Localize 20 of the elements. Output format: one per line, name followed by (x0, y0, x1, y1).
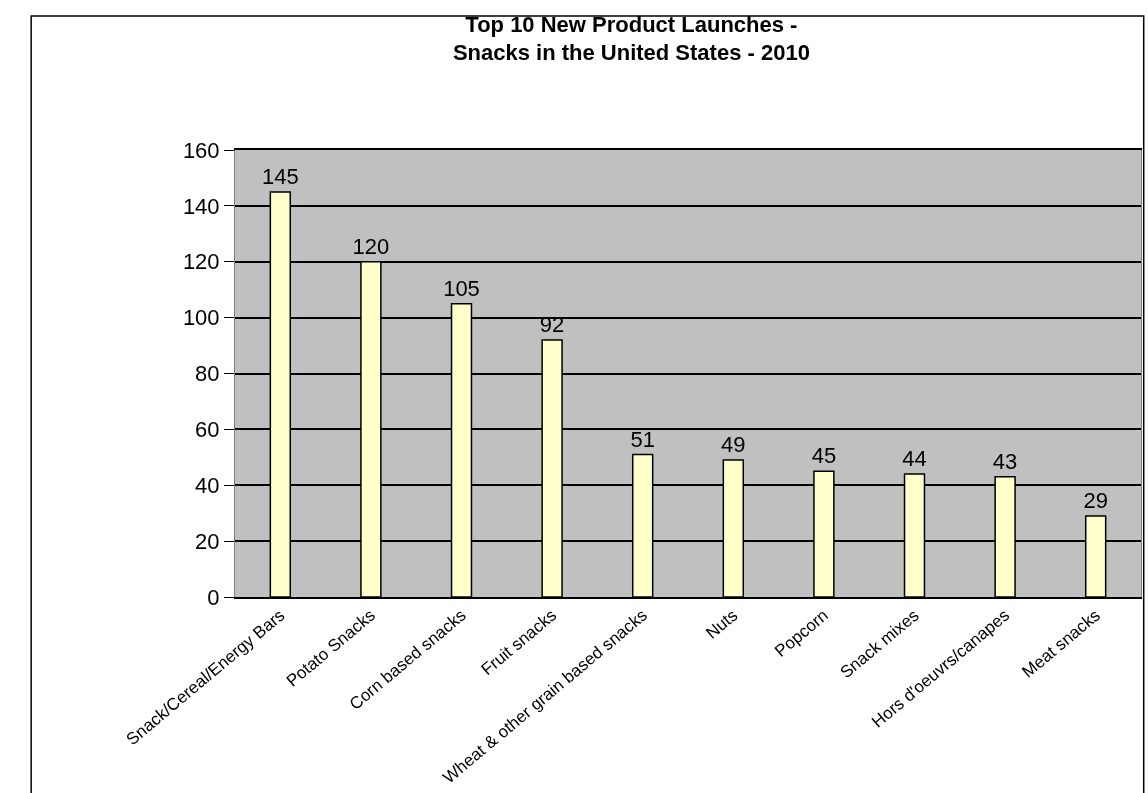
data-label: 43 (992, 448, 1018, 474)
data-label: 51 (630, 426, 655, 452)
y-tick-label: 20 (195, 528, 220, 554)
y-tick-label: 160 (182, 137, 220, 163)
y-tick-label: 120 (182, 249, 220, 275)
data-label: 120 (352, 233, 390, 259)
y-tick-label: 100 (182, 305, 220, 331)
data-label: 29 (1083, 487, 1108, 513)
y-tick-label: 80 (195, 361, 220, 387)
chart-title: Top 10 New Product Launches - Snacks in the United States - 2010 (452, 11, 810, 66)
y-tick-label: 60 (195, 417, 220, 443)
data-label: 145 (261, 163, 299, 189)
y-tick-label: 40 (195, 472, 220, 498)
data-label: 49 (721, 432, 746, 458)
y-tick-label: 0 (207, 584, 220, 610)
y-tick-label: 140 (182, 193, 220, 219)
data-label: 44 (902, 446, 927, 472)
data-label: 45 (811, 443, 837, 469)
data-label: 105 (443, 275, 480, 301)
x-tick-label: Nuts (702, 605, 742, 643)
